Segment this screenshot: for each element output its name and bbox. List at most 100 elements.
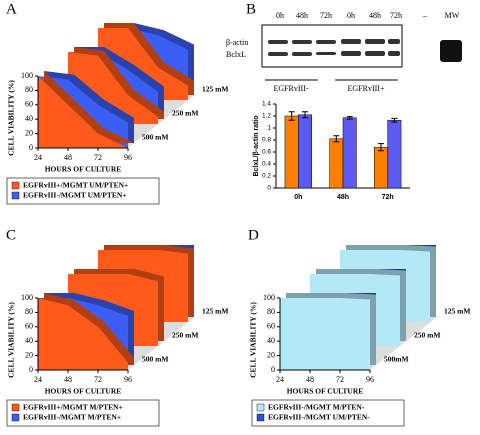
depth-label: 125 mM	[202, 307, 228, 316]
lane-label: –	[422, 11, 428, 20]
bar	[329, 138, 344, 189]
y-tick-label: 0	[29, 365, 33, 374]
y-axis-label: CELL VIABILITY (%)	[7, 302, 16, 378]
error-bar	[302, 111, 309, 119]
y-tick-label: 0	[267, 185, 271, 192]
x-tick-label: 0h	[294, 194, 302, 201]
x-tick-label: 24	[34, 375, 42, 384]
y-tick-label: 1.4	[262, 101, 271, 108]
depth-label: 500 mM	[142, 133, 168, 142]
x-tick-label: 96	[124, 153, 132, 162]
group-label: EGFRvIII-	[273, 84, 308, 93]
y-tick-label: 60	[25, 322, 33, 331]
y-tick-label: 0	[271, 365, 275, 374]
y-tick-label: 0.8	[262, 137, 271, 144]
y-tick-label: 100	[21, 71, 33, 80]
error-bar	[288, 111, 295, 121]
error-bar	[333, 135, 340, 143]
legend-swatch	[11, 413, 20, 422]
x-tick-label: 48	[64, 375, 72, 384]
legend-box	[6, 177, 160, 205]
legend-label: EGFRvIII+/MGMT UM/PTEN+	[23, 181, 128, 190]
legend-label: EGFRvIII+/MGMT M/PTEN+	[23, 403, 123, 412]
x-tick-label: 48	[64, 153, 72, 162]
y-tick-label: 40	[267, 336, 275, 345]
x-tick-label: 72	[94, 375, 102, 384]
y-tick-label: 100	[263, 293, 275, 302]
legend-swatch	[256, 413, 265, 422]
bar	[374, 146, 388, 189]
y-axis-label: BclxL/β-actin ratio	[253, 115, 260, 176]
depth-label: 250 mM	[414, 331, 440, 340]
row-label: β-actin	[226, 38, 248, 47]
legend-box	[6, 399, 160, 427]
legend-swatch	[11, 181, 20, 190]
lane-label: 0h	[276, 11, 284, 20]
x-tick-label: 24	[34, 153, 42, 162]
y-tick-label: 60	[267, 322, 275, 331]
y-tick-label: 80	[267, 307, 275, 316]
panel-label: A	[6, 1, 17, 17]
x-tick-label: 96	[366, 375, 374, 384]
y-tick-label: 0	[29, 143, 33, 152]
legend-label: EGFRvIII-/MGMT UM/PTEN+	[23, 191, 127, 200]
lane-label: 48h	[369, 11, 381, 20]
depth-label: 250 mM	[172, 331, 198, 340]
x-tick-label: 72	[336, 375, 344, 384]
legend-swatch	[256, 403, 265, 412]
x-tick-label: 48h	[337, 194, 349, 201]
y-tick-label: 0.4	[262, 161, 271, 168]
x-axis-label: HOURS OF CULTURE	[45, 387, 122, 396]
x-tick-label: 72	[94, 153, 102, 162]
y-tick-label: 0.2	[262, 173, 271, 180]
depth-label: 500 mM	[142, 355, 168, 364]
x-axis-label: HOURS OF CULTURE	[45, 165, 122, 174]
y-tick-label: 60	[25, 100, 33, 109]
panel-label: D	[248, 227, 259, 243]
y-tick-label: 1	[267, 125, 271, 132]
blot	[261, 24, 462, 81]
depth-label: 250 mM	[172, 109, 198, 118]
lane-label: 72h	[320, 11, 332, 20]
x-tick-label: 24	[276, 375, 284, 384]
y-axis-label: CELL VIABILITY (%)	[249, 302, 258, 378]
bar	[387, 119, 402, 189]
depth-label: 500mM	[384, 355, 409, 364]
depth-label: 125 mM	[444, 307, 470, 316]
lane-label: MW	[445, 11, 460, 20]
y-tick-label: 1.2	[262, 113, 271, 120]
bar	[342, 117, 357, 189]
y-tick-label: 0.6	[262, 149, 271, 156]
y-tick-label: 40	[25, 114, 33, 123]
lane-label: 72h	[390, 11, 402, 20]
bar	[284, 115, 299, 189]
ribbon	[280, 298, 370, 370]
lane-label: 0h	[347, 11, 355, 20]
legend-swatch	[11, 191, 20, 200]
panel-label: B	[246, 1, 256, 17]
x-axis-label: HOURS OF CULTURE	[287, 387, 364, 396]
ribbon	[38, 298, 128, 370]
legend-box	[251, 399, 405, 427]
x-tick-label: 96	[124, 375, 132, 384]
legend-swatch	[11, 403, 20, 412]
y-tick-label: 20	[25, 350, 33, 359]
x-tick-label: 48	[306, 375, 314, 384]
group-label: EGFRvIII+	[348, 84, 385, 93]
y-axis-label: CELL VIABILITY (%)	[7, 80, 16, 156]
y-tick-label: 80	[25, 307, 33, 316]
legend-label: EGFRvIII-/MGMT UM/PTEN-	[268, 413, 370, 422]
legend-label: EGFRvIII-/MGMT M/PTEN-	[268, 403, 365, 412]
bar	[298, 114, 312, 189]
error-bar	[391, 117, 398, 123]
ribbon	[38, 76, 128, 148]
lane-label: 48h	[296, 11, 308, 20]
error-bar	[377, 143, 384, 152]
y-tick-label: 40	[25, 336, 33, 345]
panel-label: C	[6, 227, 16, 243]
x-tick-label: 72h	[382, 194, 394, 201]
y-tick-label: 20	[267, 350, 275, 359]
legend-label: EGFRvIII-/MGMT M/PTEN+	[23, 413, 121, 422]
y-tick-label: 100	[21, 293, 33, 302]
